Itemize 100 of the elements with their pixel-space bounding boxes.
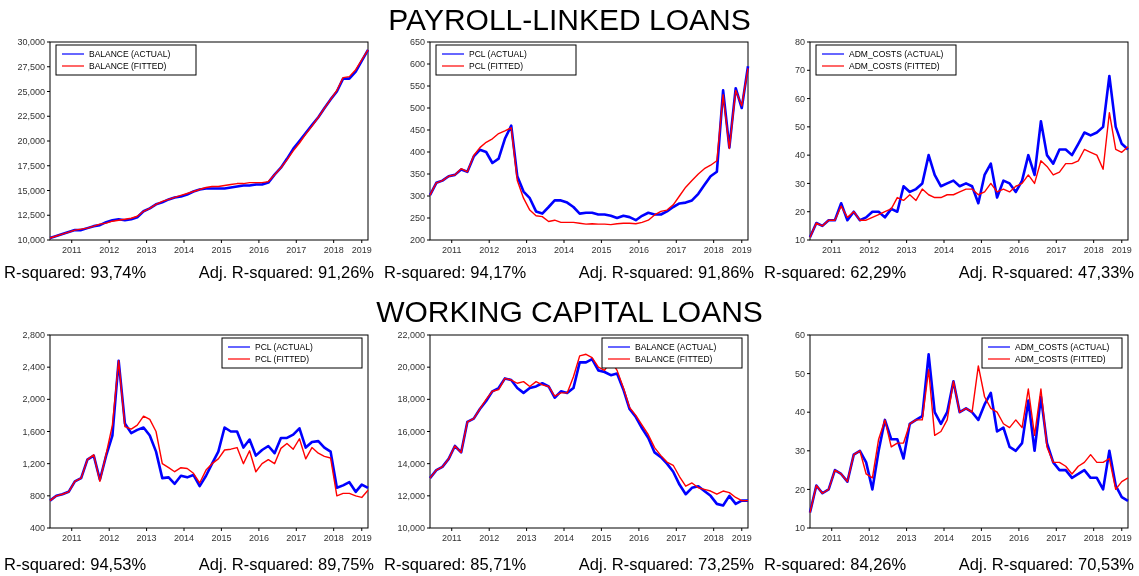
text: Adj. R-squared: 91,86% — [578, 263, 755, 281]
x-tick-label: 2017 — [286, 245, 307, 255]
y-tick-label: 27,500 — [17, 61, 45, 72]
legend-label: PCL (ACTUAL) — [255, 341, 313, 352]
x-tick-label: 2013 — [896, 533, 917, 543]
y-tick-label: 10 — [794, 235, 805, 246]
y-tick-label: 30 — [794, 178, 805, 189]
y-tick-label: 40 — [794, 150, 805, 161]
x-tick-label: 2012 — [99, 245, 120, 255]
text: Adj. R-squared: 89,75% — [198, 555, 375, 573]
legend-label: BALANCE (ACTUAL) — [635, 341, 717, 352]
x-tick-label: 2013 — [516, 533, 537, 543]
y-tick-label: 12,000 — [397, 490, 425, 501]
y-tick-label: 2,800 — [22, 330, 45, 341]
text: Adj. R-squared: 70,53% — [958, 555, 1135, 573]
y-tick-label: 25,000 — [17, 86, 45, 97]
y-tick-label: 50 — [794, 368, 805, 379]
text: R-squared: 62,29% — [764, 263, 907, 281]
x-tick-label: 2016 — [1008, 533, 1029, 543]
y-tick-label: 350 — [409, 169, 425, 180]
x-tick-label: 2017 — [286, 533, 307, 543]
x-tick-label: 2011 — [822, 245, 842, 255]
x-tick-label: 2018 — [703, 533, 724, 543]
y-tick-label: 10,000 — [17, 235, 45, 246]
x-tick-label: 2013 — [136, 533, 157, 543]
text: R-squared: 94,53% — [4, 555, 147, 573]
y-tick-label: 30 — [794, 445, 805, 456]
x-tick-label: 2018 — [1083, 245, 1104, 255]
legend-label: BALANCE (ACTUAL) — [89, 48, 171, 59]
text: R-squared: 84,26% — [764, 555, 907, 573]
x-tick-label: 2012 — [99, 533, 120, 543]
legend-label: BALANCE (FITTED) — [635, 353, 713, 364]
x-tick-label: 2019 — [731, 533, 752, 543]
legend-label: PCL (FITTED) — [469, 60, 524, 71]
chart-title: PAYROLL-LINKED LOANS — [388, 3, 751, 36]
x-tick-label: 2015 — [591, 245, 612, 255]
x-tick-label: 2012 — [479, 533, 500, 543]
x-tick-label: 2015 — [211, 533, 232, 543]
x-tick-label: 2019 — [731, 245, 752, 255]
legend-label: ADM_COSTS (FITTED) — [849, 60, 940, 71]
legend-label: BALANCE (FITTED) — [89, 60, 167, 71]
y-tick-label: 600 — [409, 59, 425, 70]
text: Adj. R-squared: 91,26% — [198, 263, 375, 281]
text: R-squared: 93,74% — [4, 263, 147, 281]
x-tick-label: 2017 — [666, 533, 687, 543]
y-tick-label: 40 — [794, 407, 805, 418]
x-tick-label: 2013 — [896, 245, 917, 255]
x-tick-label: 2012 — [859, 533, 880, 543]
x-tick-label: 2018 — [1083, 533, 1104, 543]
y-tick-label: 400 — [29, 523, 45, 534]
y-tick-label: 2,000 — [22, 394, 45, 405]
x-tick-label: 2011 — [62, 245, 82, 255]
x-tick-label: 2011 — [442, 533, 462, 543]
x-tick-label: 2014 — [553, 245, 575, 255]
x-tick-label: 2011 — [822, 533, 842, 543]
x-tick-label: 2014 — [173, 533, 195, 543]
x-tick-label: 2016 — [628, 245, 649, 255]
x-tick-label: 2019 — [1111, 533, 1132, 543]
y-tick-label: 10,000 — [397, 523, 425, 534]
x-tick-label: 2014 — [933, 533, 955, 543]
x-tick-label: 2014 — [933, 245, 955, 255]
x-tick-label: 2011 — [442, 245, 462, 255]
y-tick-label: 450 — [409, 125, 425, 136]
y-tick-label: 250 — [409, 213, 425, 224]
y-tick-label: 400 — [409, 147, 425, 158]
legend-label: ADM_COSTS (ACTUAL) — [849, 48, 944, 59]
y-tick-label: 60 — [794, 93, 805, 104]
y-tick-label: 2,400 — [22, 362, 45, 373]
y-tick-label: 17,500 — [17, 160, 45, 171]
x-tick-label: 2016 — [248, 533, 269, 543]
y-tick-label: 60 — [794, 330, 805, 341]
legend-label: PCL (ACTUAL) — [469, 48, 527, 59]
x-tick-label: 2017 — [666, 245, 687, 255]
x-tick-label: 2018 — [323, 245, 344, 255]
y-tick-label: 20,000 — [17, 136, 45, 147]
y-tick-label: 14,000 — [397, 458, 425, 469]
x-tick-label: 2015 — [211, 245, 232, 255]
text: R-squared: 85,71% — [384, 555, 527, 573]
x-tick-label: 2016 — [248, 245, 269, 255]
y-tick-label: 16,000 — [397, 426, 425, 437]
x-tick-label: 2012 — [479, 245, 500, 255]
y-tick-label: 80 — [794, 37, 805, 48]
y-tick-label: 300 — [409, 191, 425, 202]
x-tick-label: 2014 — [173, 245, 195, 255]
x-tick-label: 2015 — [971, 533, 992, 543]
x-tick-label: 2011 — [62, 533, 82, 543]
y-tick-label: 1,200 — [22, 458, 45, 469]
y-tick-label: 30,000 — [17, 37, 45, 48]
y-tick-label: 22,000 — [397, 330, 425, 341]
x-tick-label: 2017 — [1046, 245, 1067, 255]
x-tick-label: 2016 — [628, 533, 649, 543]
y-tick-label: 650 — [409, 37, 425, 48]
x-tick-label: 2019 — [351, 533, 372, 543]
legend-label: ADM_COSTS (FITTED) — [1015, 353, 1106, 364]
x-tick-label: 2017 — [1046, 533, 1067, 543]
y-tick-label: 550 — [409, 81, 425, 92]
x-tick-label: 2016 — [1008, 245, 1029, 255]
x-tick-label: 2019 — [351, 245, 372, 255]
y-tick-label: 800 — [29, 490, 45, 501]
y-tick-label: 70 — [794, 65, 805, 76]
